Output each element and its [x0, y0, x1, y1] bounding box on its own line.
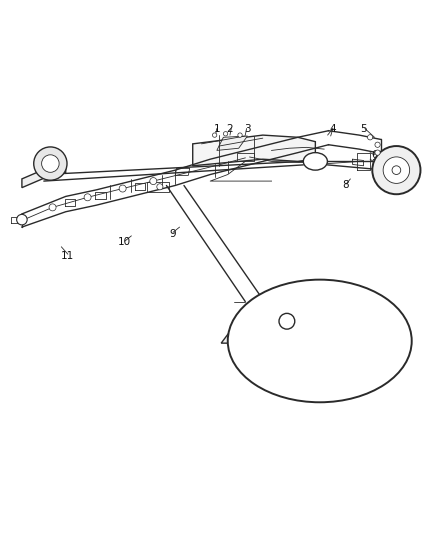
Polygon shape	[243, 312, 304, 328]
Circle shape	[84, 194, 91, 201]
Circle shape	[34, 147, 67, 180]
Text: 4: 4	[329, 124, 336, 134]
Circle shape	[157, 184, 163, 190]
Circle shape	[383, 157, 410, 183]
Circle shape	[238, 133, 242, 138]
Circle shape	[372, 146, 420, 194]
Text: 8: 8	[343, 181, 350, 190]
Text: 5: 5	[360, 124, 367, 134]
Text: 10: 10	[118, 237, 131, 247]
Circle shape	[17, 214, 27, 225]
Text: 11: 11	[61, 251, 74, 261]
Ellipse shape	[303, 152, 328, 170]
Text: 3: 3	[244, 124, 251, 134]
Ellipse shape	[228, 280, 412, 402]
Circle shape	[392, 166, 401, 174]
Circle shape	[375, 142, 380, 147]
Circle shape	[150, 177, 157, 184]
Circle shape	[49, 204, 56, 211]
Polygon shape	[193, 135, 315, 166]
Text: 2: 2	[226, 124, 233, 134]
Circle shape	[223, 132, 228, 136]
Polygon shape	[221, 317, 250, 343]
Circle shape	[375, 150, 380, 155]
Circle shape	[119, 185, 126, 192]
Polygon shape	[22, 164, 66, 188]
Circle shape	[42, 155, 59, 172]
Text: 6: 6	[371, 150, 378, 160]
Circle shape	[212, 133, 217, 138]
Polygon shape	[217, 136, 247, 150]
Circle shape	[279, 313, 295, 329]
Circle shape	[367, 135, 373, 140]
Text: 9: 9	[170, 229, 177, 239]
Text: 7: 7	[371, 159, 378, 168]
Text: 1: 1	[213, 124, 220, 134]
